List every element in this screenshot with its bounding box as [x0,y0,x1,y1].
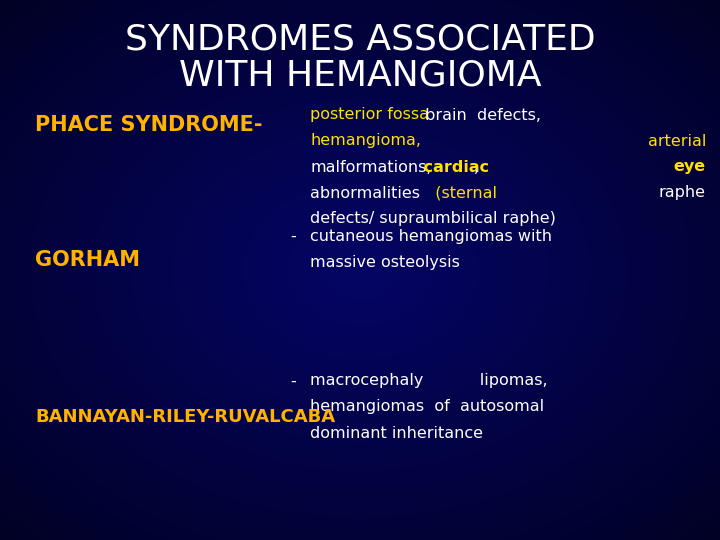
Text: -: - [290,228,296,244]
Text: cutaneous hemangiomas with: cutaneous hemangiomas with [310,228,552,244]
Text: brain  defects,: brain defects, [420,107,541,123]
Text: SYNDROMES ASSOCIATED: SYNDROMES ASSOCIATED [125,23,595,57]
Text: dominant inheritance: dominant inheritance [310,426,483,441]
Text: arterial: arterial [647,133,706,148]
Text: macrocephaly           lipomas,: macrocephaly lipomas, [310,374,548,388]
Text: raphe: raphe [659,186,706,200]
Text: eye: eye [674,159,706,174]
Text: (sternal: (sternal [425,186,497,200]
Text: -: - [290,374,296,388]
Text: posterior fossa: posterior fossa [310,107,429,123]
Text: malformations,: malformations, [310,159,431,174]
Text: defects/ supraumbilical raphe): defects/ supraumbilical raphe) [310,212,556,226]
Text: GORHAM: GORHAM [35,250,140,270]
Text: PHACE SYNDROME-: PHACE SYNDROME- [35,115,263,135]
Text: WITH HEMANGIOMA: WITH HEMANGIOMA [179,58,541,92]
Text: BANNAYAN-RILEY-RUVALCABA: BANNAYAN-RILEY-RUVALCABA [35,408,335,426]
Text: ,: , [474,159,479,174]
Text: hemangiomas  of  autosomal: hemangiomas of autosomal [310,400,544,415]
Text: hemangioma,: hemangioma, [310,133,421,148]
Text: massive osteolysis: massive osteolysis [310,254,460,269]
Text: abnormalities: abnormalities [310,186,420,200]
Text: cardiac: cardiac [418,159,489,174]
